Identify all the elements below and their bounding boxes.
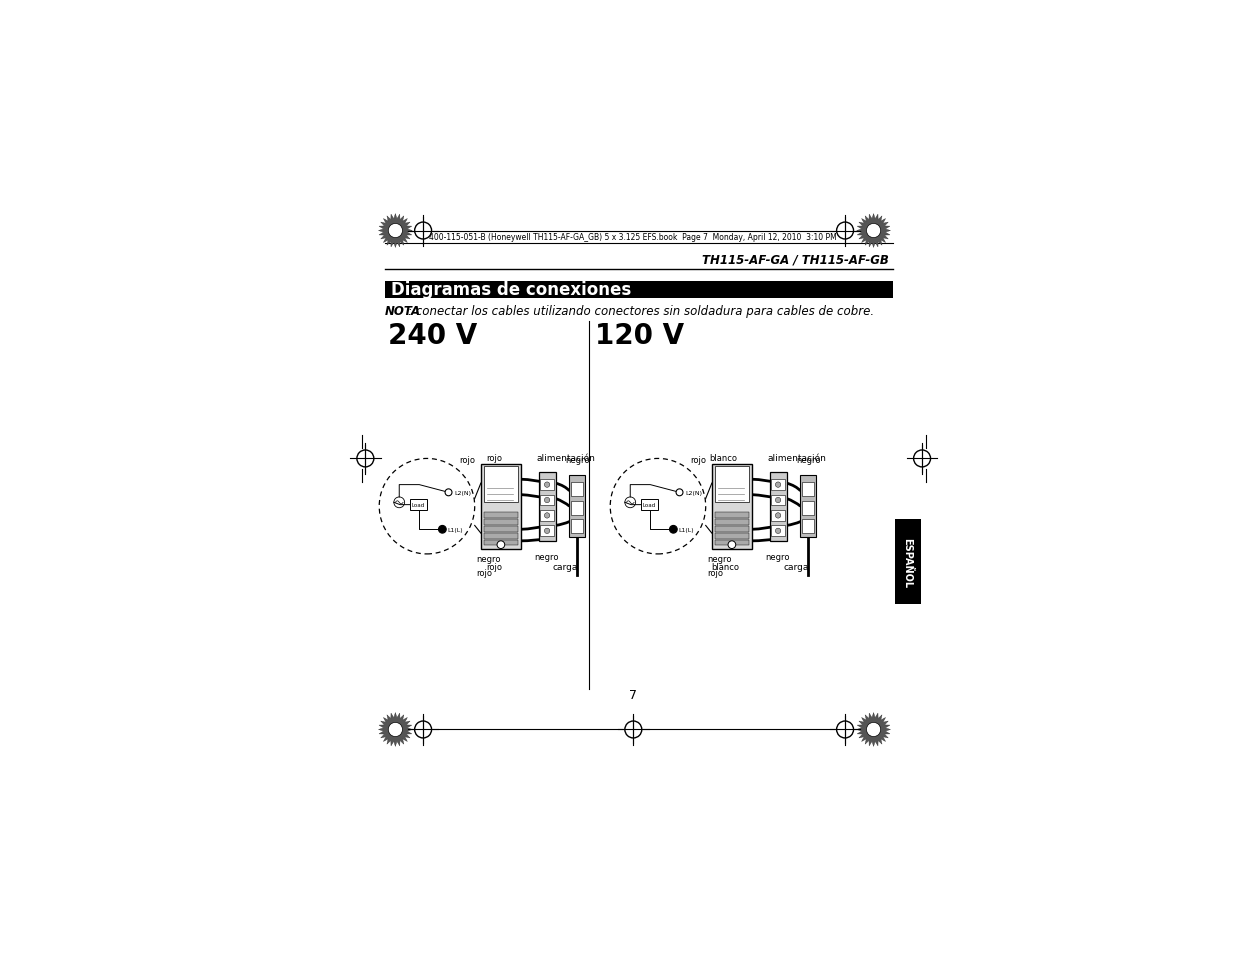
Text: rojo: rojo [487,562,503,571]
Bar [384,281,893,298]
Circle shape [669,526,677,534]
Text: negro: negro [795,456,820,464]
Text: : conectar los cables utilizando conectores sin soldadura para cables de cobre.: : conectar los cables utilizando conecto… [408,305,874,318]
Circle shape [727,541,736,549]
Text: L1(L): L1(L) [448,527,463,532]
Bar [771,496,785,506]
Bar [802,483,814,497]
Circle shape [776,529,781,534]
Polygon shape [378,214,412,248]
Text: TH115-AF-GA / TH115-AF-GB: TH115-AF-GA / TH115-AF-GB [701,253,889,266]
Bar [484,534,517,539]
Circle shape [545,497,550,503]
Circle shape [776,497,781,503]
Bar [711,464,752,549]
Bar [480,464,521,549]
Bar [769,472,787,541]
Circle shape [438,526,446,534]
Text: rojo: rojo [459,456,475,464]
Text: negro: negro [495,463,520,472]
Bar [715,540,748,546]
Polygon shape [857,713,890,746]
Text: rojo: rojo [708,568,724,578]
Bar [540,511,555,521]
Circle shape [776,513,781,518]
Circle shape [388,224,403,238]
Text: L1(L): L1(L) [679,527,694,532]
Bar [540,526,555,537]
Text: blanco: blanco [709,453,737,462]
Text: rojo: rojo [477,568,493,578]
Bar [715,519,748,525]
Bar [484,527,517,532]
Circle shape [867,722,881,737]
Text: carga: carga [553,562,578,571]
Bar [800,476,816,537]
Bar [771,511,785,521]
Text: negro: negro [708,555,732,563]
Bar [715,534,748,539]
Text: blanco: blanco [711,562,740,571]
Text: negro: negro [564,456,589,464]
Text: rojo: rojo [487,453,503,462]
Text: 7: 7 [630,689,637,701]
Text: negro: negro [764,553,789,561]
Text: Load: Load [643,502,656,508]
Text: negro: negro [534,553,558,561]
Bar [571,483,583,497]
Bar [540,479,555,491]
Bar [484,467,517,503]
Bar [715,513,748,518]
Bar [715,527,748,532]
Bar [715,467,748,503]
Bar [771,526,785,537]
Bar [540,496,555,506]
Bar [895,519,920,604]
Text: alimentación: alimentación [767,453,826,462]
Text: Diagramas de conexiones: Diagramas de conexiones [390,281,631,298]
Circle shape [388,722,403,737]
Text: 400-115-051-B (Honeywell TH115-AF-GA_GB) 5 x 3.125 EFS.book  Page 7  Monday, Apr: 400-115-051-B (Honeywell TH115-AF-GA_GB)… [430,233,837,241]
Bar [802,501,814,516]
Bar [484,540,517,546]
Text: negro: negro [726,463,751,472]
Circle shape [867,224,881,238]
Circle shape [545,482,550,488]
Bar [802,519,814,534]
Text: ESPAÑOL: ESPAÑOL [903,537,913,587]
Bar [538,472,556,541]
Bar [571,519,583,534]
Text: Load: Load [411,502,425,508]
Circle shape [776,482,781,488]
Text: 240 V: 240 V [389,322,478,350]
Bar [771,479,785,491]
Text: L2(N): L2(N) [685,490,701,496]
Bar [410,499,427,511]
Bar [484,513,517,518]
Text: L2(N): L2(N) [454,490,471,496]
Text: rojo: rojo [690,456,706,464]
Circle shape [496,541,505,549]
Polygon shape [857,214,890,248]
Circle shape [545,513,550,518]
Circle shape [676,489,683,497]
Bar [571,501,583,516]
Circle shape [445,489,452,497]
Text: negro: negro [477,555,501,563]
Text: 120 V: 120 V [595,322,684,350]
Circle shape [545,529,550,534]
Polygon shape [378,713,412,746]
Bar [641,499,658,511]
Text: NOTA: NOTA [384,305,421,318]
Text: carga: carga [784,562,809,571]
Bar [484,519,517,525]
Bar [569,476,585,537]
Text: alimentación: alimentación [536,453,595,462]
